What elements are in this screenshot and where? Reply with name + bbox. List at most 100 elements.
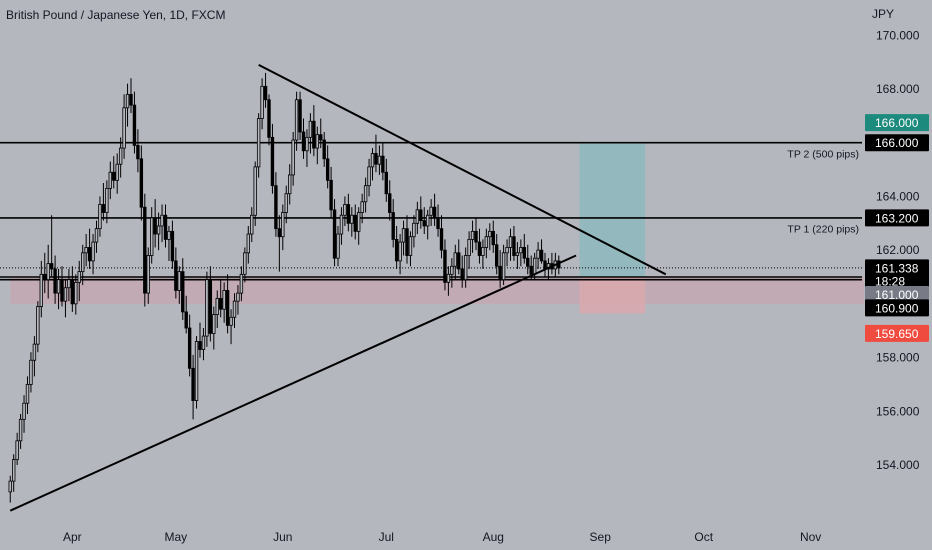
candle xyxy=(212,306,216,350)
candle xyxy=(353,204,357,240)
candle xyxy=(319,118,323,149)
trendline-0 xyxy=(258,63,667,276)
candle xyxy=(29,352,33,393)
candle-body xyxy=(105,187,109,213)
candle xyxy=(498,250,502,288)
candle xyxy=(329,166,333,218)
candle-body xyxy=(198,341,202,350)
candle-body xyxy=(381,155,385,173)
candle xyxy=(194,336,199,409)
price-tick-label: 168.000 xyxy=(876,82,920,96)
candle-body xyxy=(60,279,64,302)
candle-body xyxy=(222,290,226,310)
candle xyxy=(218,279,223,318)
candle xyxy=(63,279,68,318)
candle xyxy=(374,134,378,173)
chart-title: British Pound / Japanese Yen, 1D, FXCM xyxy=(6,8,225,22)
candle-body xyxy=(253,166,257,216)
candle-body xyxy=(136,144,140,160)
candle xyxy=(325,145,330,189)
target-zone xyxy=(579,142,646,277)
candle-body xyxy=(505,247,509,254)
candle xyxy=(243,247,247,283)
stop-zone xyxy=(579,277,646,314)
candle-body xyxy=(170,230,175,262)
candle-body xyxy=(519,247,523,254)
candle xyxy=(11,454,16,492)
candle-body xyxy=(529,265,533,275)
price-tick-label: 158.000 xyxy=(876,351,920,365)
candle-body xyxy=(77,271,81,283)
candle xyxy=(15,432,19,465)
candle-body xyxy=(346,204,351,224)
time-axis[interactable]: Apr May Jun Jul Aug Sep Oct Nov xyxy=(63,530,821,544)
candle xyxy=(425,209,430,240)
candle-body xyxy=(322,139,326,160)
candle-body xyxy=(177,271,181,291)
candle xyxy=(536,242,540,269)
candle xyxy=(170,220,175,269)
candle-body xyxy=(384,171,388,195)
candle xyxy=(477,228,482,264)
candle-body xyxy=(115,163,119,181)
candle xyxy=(488,223,492,251)
candle-body xyxy=(467,238,471,256)
price-tag-label: 166.000 xyxy=(875,116,919,130)
candle xyxy=(405,215,409,264)
price-axis[interactable]: 170.000168.000166.000164.000162.000160.0… xyxy=(876,28,920,472)
candle xyxy=(474,217,478,251)
candle xyxy=(36,301,40,353)
candle-body xyxy=(163,214,168,240)
candle-body xyxy=(350,214,354,224)
price-tag-label: 166.000 xyxy=(875,136,919,150)
price-tag-bg xyxy=(865,324,929,342)
price-tick-label: 164.000 xyxy=(876,189,920,203)
candle xyxy=(526,244,530,275)
candle-body xyxy=(81,252,85,273)
candle xyxy=(25,376,30,414)
candle xyxy=(446,266,451,296)
candle-body xyxy=(412,222,416,238)
candle-body xyxy=(56,279,61,294)
candle-body xyxy=(484,236,489,248)
candle xyxy=(350,207,354,237)
candle-body xyxy=(53,268,57,294)
annotation-label: TP 1 (220 pips) xyxy=(787,224,859,236)
price-tick-label: 162.000 xyxy=(876,243,920,257)
candle-body xyxy=(405,228,409,256)
candle-body xyxy=(287,174,292,195)
candle xyxy=(543,252,547,277)
candle-body xyxy=(391,212,395,240)
candle xyxy=(391,199,395,248)
candle xyxy=(377,145,382,175)
candle-body xyxy=(94,228,99,243)
candle-body xyxy=(18,418,23,442)
candle xyxy=(108,161,112,200)
trendlines xyxy=(9,63,667,512)
candle xyxy=(46,244,50,299)
candle xyxy=(388,180,392,221)
candle-body xyxy=(156,225,161,235)
candle-body xyxy=(132,104,137,146)
candle xyxy=(239,266,244,302)
candle-body xyxy=(15,440,19,461)
candle-body xyxy=(232,300,237,318)
price-tag-label: 161.000 xyxy=(875,288,919,302)
candle xyxy=(274,172,278,237)
candle xyxy=(360,193,364,224)
candle-body xyxy=(201,335,206,350)
candle-body xyxy=(353,214,357,232)
candle xyxy=(91,234,95,275)
candle-body xyxy=(291,139,295,176)
candle-body xyxy=(146,255,150,294)
candle xyxy=(315,126,319,165)
price-tag-bg xyxy=(865,285,929,303)
candle-body xyxy=(494,244,499,267)
price-tag-label: 161.338 xyxy=(875,261,919,275)
candle xyxy=(181,258,185,320)
candle xyxy=(149,207,154,264)
candle-body xyxy=(436,217,440,230)
candle xyxy=(49,215,54,277)
candle xyxy=(367,158,371,197)
